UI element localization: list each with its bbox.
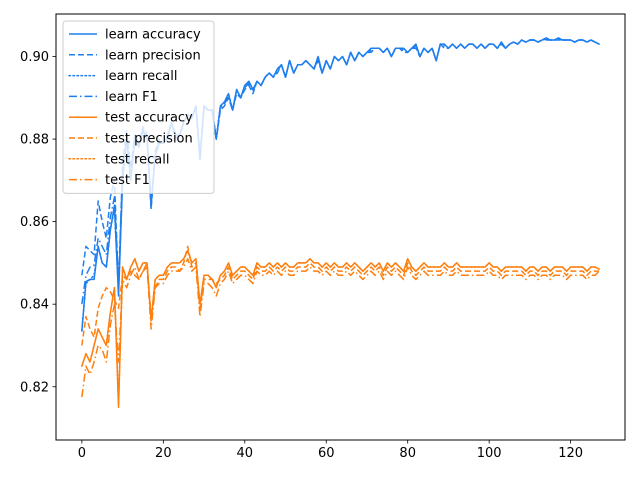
legend-label: learn accuracy [105, 28, 201, 43]
x-tick-label: 0 [78, 446, 86, 461]
legend-label: test F1 [105, 173, 150, 188]
x-axis: 0 20 40 60 80 100 120 [78, 440, 583, 461]
y-tick-label: 0.82 [20, 380, 49, 395]
y-tick-label: 0.88 [20, 133, 49, 148]
legend-box [62, 20, 215, 194]
x-tick-label: 120 [558, 446, 583, 461]
y-tick-label: 0.84 [20, 298, 49, 313]
x-tick-label: 60 [318, 446, 335, 461]
legend-label: learn F1 [105, 90, 158, 105]
x-tick-label: 80 [399, 446, 416, 461]
series-line-test-recall [81, 249, 600, 405]
x-tick-label: 20 [155, 446, 172, 461]
legend: learn accuracy learn precision learn recal… [62, 20, 215, 194]
y-axis: 0.82 0.84 0.86 0.88 0.90 [20, 50, 56, 395]
plot-frame [55, 13, 626, 441]
legend-label: learn precision [105, 48, 201, 63]
y-tick-label: 0.90 [20, 50, 49, 65]
y-tick-label: 0.86 [20, 215, 49, 230]
series-line-test-f1 [81, 258, 600, 398]
legend-label: test precision [105, 132, 193, 147]
x-tick-label: 40 [237, 446, 254, 461]
legend-label: learn recall [105, 69, 177, 84]
series-line-test-precision [81, 245, 600, 346]
x-tick-label: 100 [477, 446, 502, 461]
legend-label: test recall [105, 152, 170, 167]
series-line-learn-f1 [81, 38, 600, 305]
legend-label: test accuracy [105, 111, 193, 126]
